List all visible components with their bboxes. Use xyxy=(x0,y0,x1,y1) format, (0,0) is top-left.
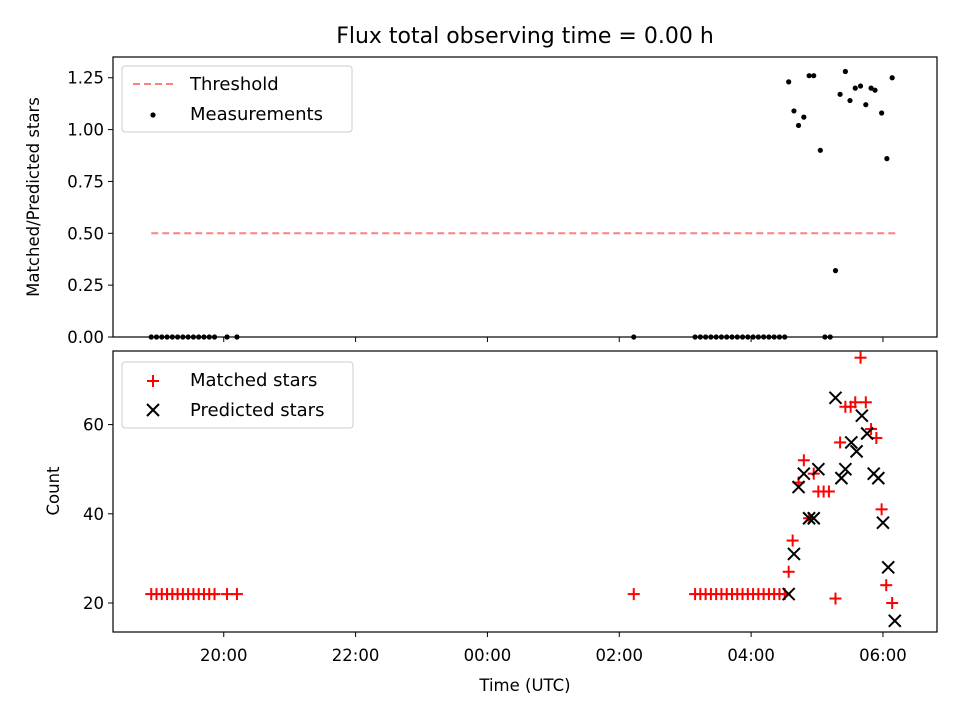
legend-threshold-label: Threshold xyxy=(189,74,279,95)
bottom-y-tick-label: 40 xyxy=(83,505,104,524)
predicted-star-marker xyxy=(787,547,801,561)
matched-star-marker xyxy=(854,351,867,364)
matched-star-marker xyxy=(829,592,842,605)
bottom-x-tick-label: 22:00 xyxy=(332,646,380,665)
bottom-x-tick-label: 02:00 xyxy=(595,646,643,665)
measurement-point xyxy=(795,122,802,129)
predicted-star-marker xyxy=(871,471,886,485)
predicted-star-marker xyxy=(876,516,890,530)
predicted-star-marker xyxy=(881,560,895,575)
predicted-star-marker xyxy=(802,511,816,525)
matched-star-marker xyxy=(880,579,893,592)
measurement-point xyxy=(863,102,869,108)
measurement-point xyxy=(847,97,853,104)
predicted-star-marker xyxy=(888,614,902,628)
measurement-point xyxy=(791,108,797,114)
legend-predicted-swatch xyxy=(146,403,160,417)
bottom-y-axis-label: Count xyxy=(44,466,63,516)
bottom-x-tick-label: 00:00 xyxy=(464,646,512,665)
top-y-axis-label: Matched/Predicted stars xyxy=(24,97,43,297)
predicted-star-marker xyxy=(844,435,859,450)
bottom-axes-frame xyxy=(112,350,938,633)
figure-title: Flux total observing time = 0.00 h xyxy=(336,24,714,49)
top-x-ticks xyxy=(223,337,884,342)
predicted-star-marker xyxy=(797,466,811,481)
measurement-point xyxy=(884,156,890,162)
measurement-point xyxy=(857,83,864,89)
bottom-x-tick-label: 04:00 xyxy=(727,646,775,665)
matched-star-marker xyxy=(782,565,795,578)
measurement-point xyxy=(868,85,874,91)
matched-star-marker xyxy=(822,485,835,498)
legend-measurements-label: Measurements xyxy=(190,104,323,125)
top-y-tick-label: 1.25 xyxy=(67,69,104,88)
top-y-tick-label: 0.50 xyxy=(67,224,104,243)
top-legend: Threshold Measurements xyxy=(121,65,353,133)
measurement-point xyxy=(879,110,885,116)
bottom-panel: 20 40 60 20:00 22:00 00:00 02:00 04:00 06:00 Co… xyxy=(44,350,938,695)
measurement-point xyxy=(786,79,792,85)
predicted-star-marker xyxy=(855,408,869,423)
measurement-point xyxy=(837,91,843,97)
bottom-x-tick-label: 06:00 xyxy=(859,646,907,665)
matched-star-marker xyxy=(208,588,221,601)
top-y-tick-label: 1.00 xyxy=(67,121,104,140)
top-y-tick-label: 0.25 xyxy=(67,276,104,295)
legend-matched-label: Matched stars xyxy=(190,370,317,391)
bottom-y-tick-label: 20 xyxy=(83,594,104,613)
matched-star-marker xyxy=(886,597,899,610)
predicted-star-marker xyxy=(791,480,806,494)
predicted-star-marker xyxy=(860,426,874,441)
measurement-point xyxy=(817,147,823,153)
bottom-x-ticks: 20:00 22:00 00:00 02:00 04:00 06:00 xyxy=(200,632,907,665)
legend-predicted-label: Predicted stars xyxy=(190,400,324,421)
top-y-ticks: 0.00 0.25 0.50 0.75 1.00 1.25 xyxy=(67,69,113,347)
bottom-legend: Matched stars Predicted stars xyxy=(121,361,354,429)
top-panel: 0.00 0.25 0.50 0.75 1.00 1.25 Matched/Predict… xyxy=(24,56,938,347)
bottom-plot-marks xyxy=(145,351,902,628)
measurement-point xyxy=(806,73,812,79)
predicted-star-marker xyxy=(834,471,849,485)
measurement-point xyxy=(872,87,878,93)
matched-star-marker xyxy=(859,396,872,409)
legend-measurements-swatch xyxy=(150,112,156,118)
legend-matched-swatch xyxy=(147,375,159,387)
top-y-tick-label: 0.00 xyxy=(67,328,104,347)
matched-star-marker xyxy=(797,454,810,467)
top-legend-box xyxy=(121,65,353,133)
matched-star-marker xyxy=(849,396,862,409)
bottom-x-tick-label: 20:00 xyxy=(200,646,248,665)
predicted-star-marker xyxy=(807,511,821,525)
matched-star-marker xyxy=(875,503,888,516)
measurement-point xyxy=(801,114,807,120)
predicted-star-marker xyxy=(849,444,864,459)
predicted-star-marker xyxy=(838,462,853,476)
matched-star-marker xyxy=(834,436,847,449)
top-axes-frame xyxy=(112,56,938,338)
bottom-x-axis-label: Time (UTC) xyxy=(478,676,570,695)
predicted-star-marker xyxy=(781,587,796,601)
matched-star-marker xyxy=(786,534,799,547)
bottom-y-tick-label: 60 xyxy=(83,416,104,435)
predicted-star-marker xyxy=(811,462,826,476)
matched-star-marker xyxy=(627,588,640,601)
top-y-tick-label: 0.75 xyxy=(67,172,104,191)
bottom-legend-box xyxy=(121,361,354,429)
measurement-point xyxy=(852,85,858,91)
measurement-point xyxy=(842,68,848,75)
bottom-y-ticks: 20 40 60 xyxy=(83,416,113,613)
measurement-point xyxy=(889,75,895,81)
predicted-star-marker xyxy=(828,391,843,405)
matched-star-marker xyxy=(230,588,243,601)
measurement-point xyxy=(811,73,817,79)
measurement-point xyxy=(832,268,839,274)
